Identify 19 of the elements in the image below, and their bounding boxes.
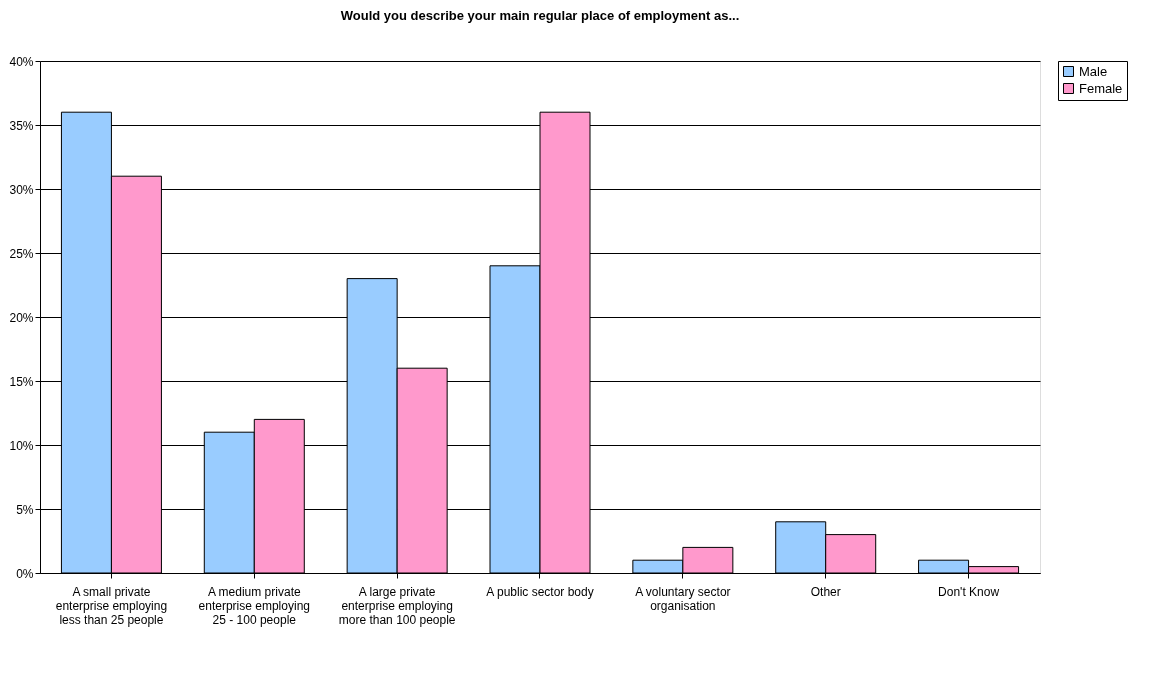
x-tick-label: A voluntary sector organisation bbox=[635, 584, 731, 613]
x-tick-label: Other bbox=[810, 584, 841, 599]
x-tick-label: A small private enterprise employing less than 25 people bbox=[55, 584, 168, 627]
y-tick-label: 20% bbox=[9, 310, 34, 325]
y-tick-label: 0% bbox=[16, 566, 34, 581]
legend-label: Female bbox=[1079, 80, 1123, 96]
x-tick-label: A public sector body bbox=[486, 584, 594, 599]
x-tick-label: A large private enterprise employing more than 100 people bbox=[338, 584, 456, 627]
y-tick-label: 10% bbox=[9, 438, 34, 453]
y-tick-label: 35% bbox=[9, 118, 34, 133]
y-tick-label: 5% bbox=[16, 502, 34, 517]
x-tick-label: Don't Know bbox=[938, 584, 1000, 599]
legend-label: Male bbox=[1079, 63, 1108, 79]
x-tick-label: A medium private enterprise employing 25 - 100 people bbox=[198, 584, 310, 627]
y-tick-label: 40% bbox=[9, 54, 34, 69]
y-tick-label: 30% bbox=[9, 182, 34, 197]
y-tick-label: 25% bbox=[9, 246, 34, 261]
y-tick-label: 15% bbox=[9, 374, 34, 389]
chart-title: Would you describe your main regular place of employment as... bbox=[340, 8, 740, 23]
